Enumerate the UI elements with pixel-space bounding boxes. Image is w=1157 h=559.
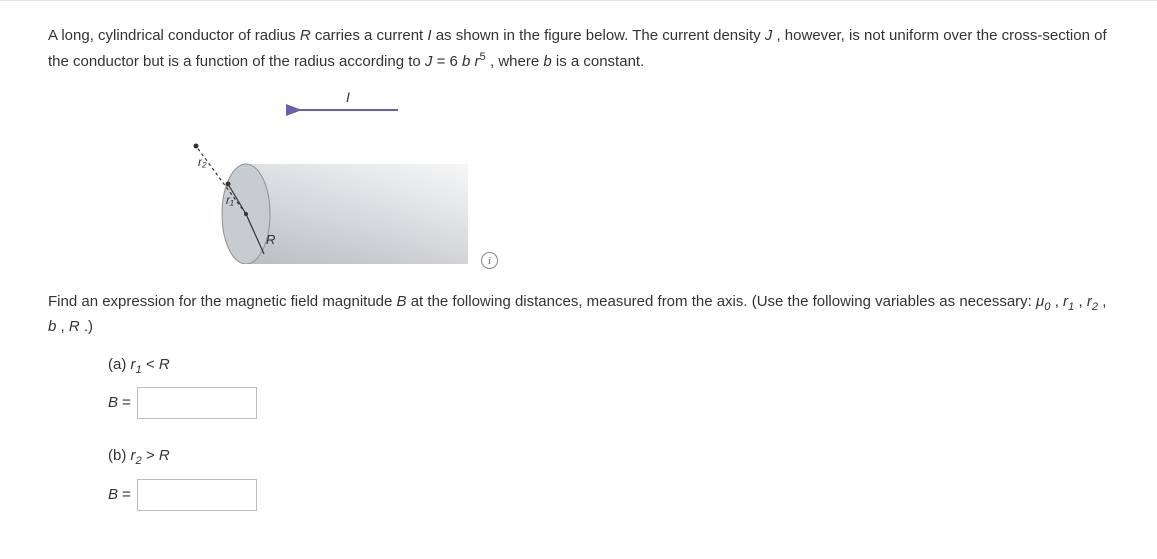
sep: ,	[1102, 293, 1106, 310]
eq-exp: 5	[480, 51, 486, 63]
label-R: R	[266, 232, 275, 247]
info-icon[interactable]: i	[481, 252, 498, 269]
eq-coef: 6	[450, 53, 458, 70]
figure: R r₁ r₂ I i	[168, 84, 468, 273]
r1-point	[226, 182, 231, 187]
text: carries a current	[315, 27, 428, 44]
var-b2: b	[48, 318, 56, 335]
sep: ,	[1055, 293, 1063, 310]
label: (a)	[108, 356, 131, 373]
axis-point	[244, 212, 248, 216]
part-b-input[interactable]	[137, 479, 257, 511]
part-a: (a) r1 < R B = (b) r2 > R B =	[108, 352, 1109, 511]
label-r2: r₂	[198, 155, 207, 169]
var-R: R	[300, 27, 311, 44]
sep: ,	[61, 318, 69, 335]
var-r1: r1	[1063, 293, 1074, 310]
r1: r1	[131, 356, 142, 373]
part-a-answer-row: B =	[108, 387, 1109, 419]
text: at the following distances, measured fro…	[411, 293, 1036, 310]
eq-b: b	[462, 53, 470, 70]
text: .)	[84, 318, 93, 335]
label: (b)	[108, 447, 131, 464]
text: , where	[490, 53, 543, 70]
var-mu0: μ0	[1036, 293, 1050, 310]
lhs: B =	[108, 482, 131, 508]
text: is a constant.	[556, 53, 644, 70]
part-a-label: (a) r1 < R	[108, 352, 1109, 378]
sep: ,	[1078, 293, 1086, 310]
var-r2: r2	[1087, 293, 1098, 310]
problem-statement: A long, cylindrical conductor of radius …	[48, 23, 1109, 74]
R: R	[159, 447, 170, 464]
r2-point	[194, 144, 199, 149]
text: as shown in the figure below. The curren…	[436, 27, 765, 44]
rel: >	[146, 447, 159, 464]
cylinder-svg: R r₁ r₂ I	[168, 84, 468, 264]
var-J: J	[765, 27, 773, 44]
var-b: b	[543, 53, 551, 70]
var-R2: R	[69, 318, 80, 335]
part-a-input[interactable]	[137, 387, 257, 419]
text: A long, cylindrical conductor of radius	[48, 27, 300, 44]
var-B: B	[397, 293, 407, 310]
R: R	[159, 356, 170, 373]
r2: r2	[131, 447, 142, 464]
label-r1: r₁	[226, 193, 234, 207]
problem-card: A long, cylindrical conductor of radius …	[0, 0, 1157, 541]
rel: <	[146, 356, 159, 373]
part-b-answer-row: B =	[108, 479, 1109, 511]
var-I: I	[427, 27, 431, 44]
text: Find an expression for the magnetic fiel…	[48, 293, 397, 310]
eq-J: J	[425, 53, 433, 70]
part-b-label: (b) r2 > R	[108, 443, 1109, 469]
lhs: B =	[108, 390, 131, 416]
question-text: Find an expression for the magnetic fiel…	[48, 289, 1109, 340]
label-I: I	[346, 89, 350, 105]
eq-op: =	[437, 53, 450, 70]
